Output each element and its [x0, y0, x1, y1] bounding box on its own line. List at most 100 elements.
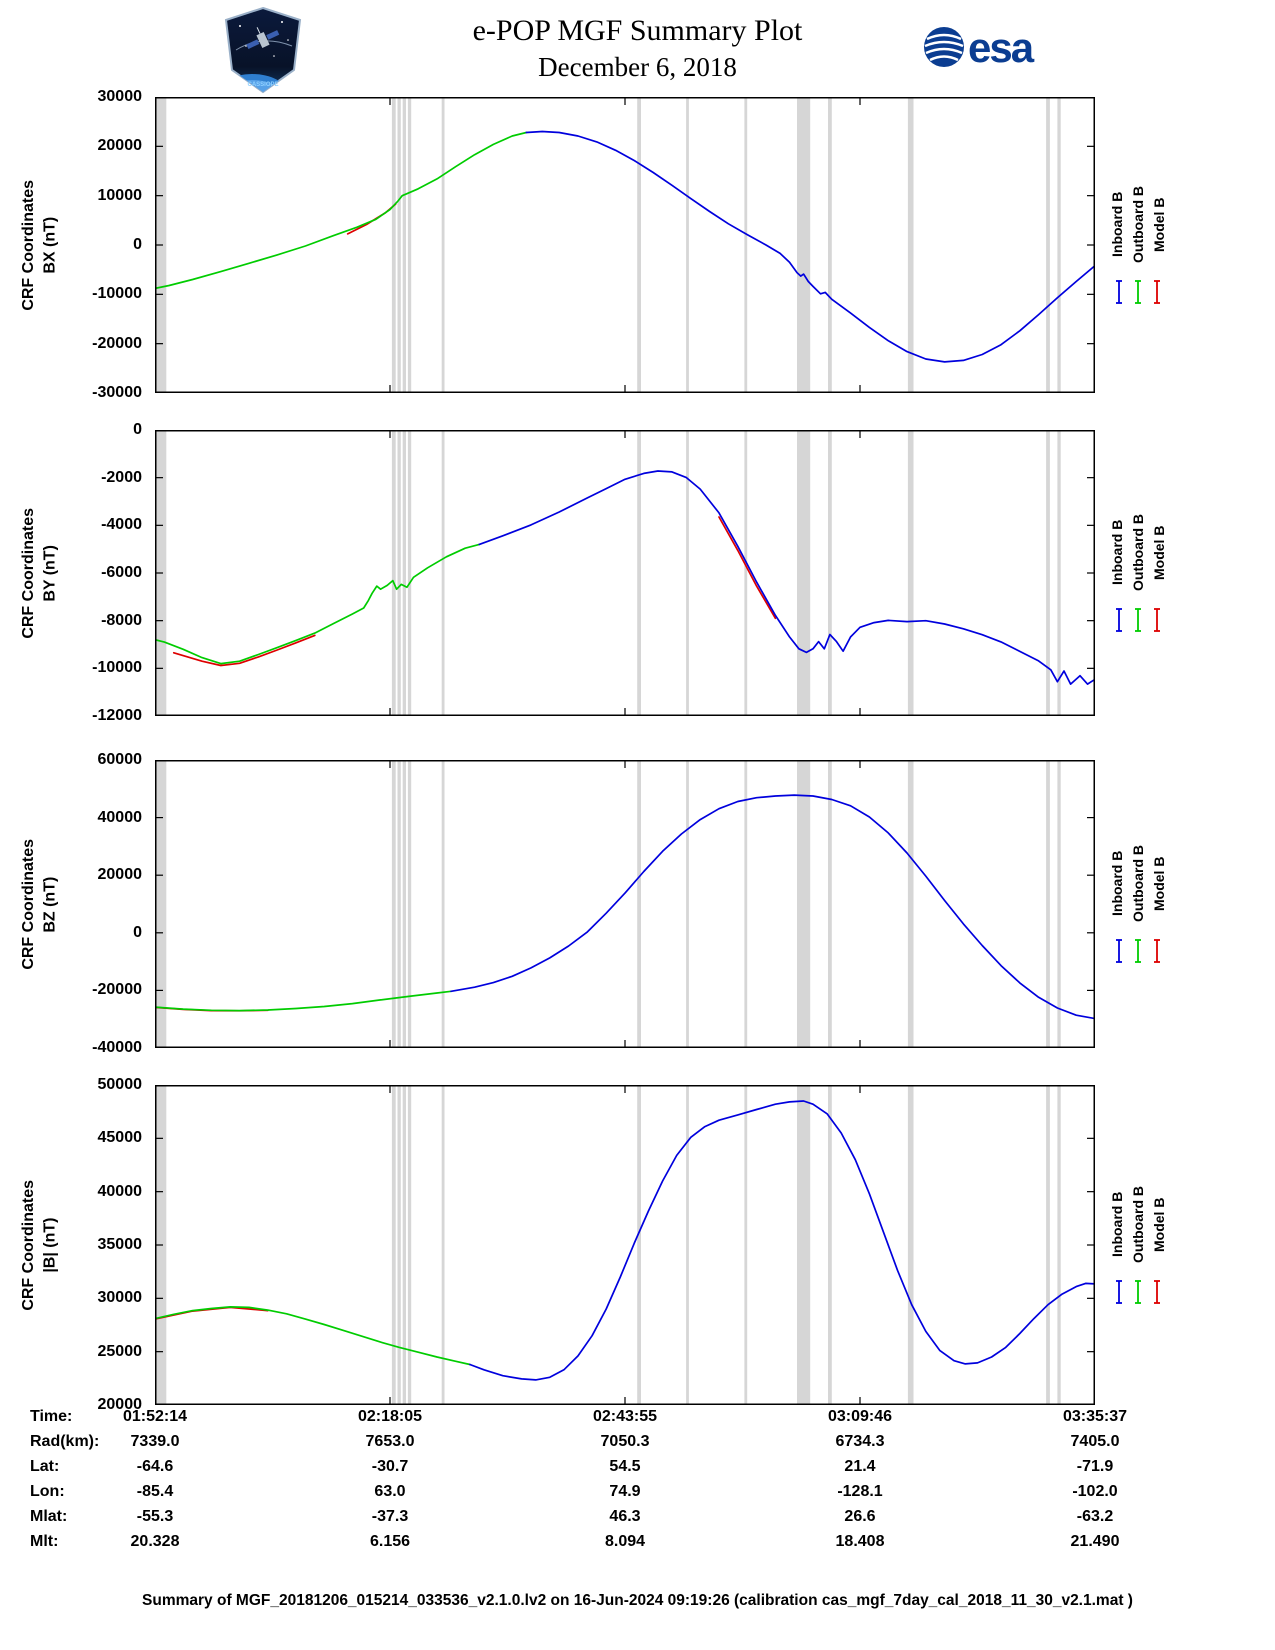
series-model-b	[172, 634, 316, 667]
data-gap-band	[397, 430, 401, 716]
data-gap-band	[402, 97, 406, 393]
data-gap-band	[797, 430, 811, 716]
y-axis-label-text: CRF Coordinates BX (nT)	[18, 180, 61, 311]
y-tick-label: -30000	[92, 384, 142, 401]
legend-markers	[1113, 607, 1163, 633]
xaxis-value: 46.3	[609, 1508, 641, 1525]
legend-labels: Inboard B Outboard B Model B	[1107, 186, 1170, 263]
data-gap-band	[907, 760, 914, 1048]
legend-bmag: Inboard B Outboard B Model B	[1102, 1085, 1174, 1405]
xaxis-row-label: Lat:	[30, 1458, 60, 1475]
data-gap-band	[155, 760, 167, 1048]
xaxis-value: -37.3	[371, 1508, 409, 1525]
data-gap-band	[907, 430, 914, 716]
series-outboard-b	[155, 1306, 471, 1366]
y-axis-label-bmag: CRF Coordinates |B| (nT)	[18, 1085, 61, 1405]
xaxis-value: 01:52:14	[122, 1408, 188, 1425]
plot-wrap-by	[155, 430, 1095, 716]
xaxis-value: 74.9	[609, 1483, 641, 1500]
xaxis-value: 7405.0	[1070, 1433, 1120, 1450]
plot-area-bmag	[155, 1085, 1095, 1405]
y-tick-label: -10000	[92, 285, 142, 303]
legend-marker-outboard-b	[1135, 607, 1141, 632]
xaxis-row-lon: Lon: -85.4 63.0 74.9 -128.1 -102.0	[0, 1483, 1275, 1508]
data-gap-band	[1057, 1085, 1061, 1405]
data-gap-band	[744, 1085, 748, 1405]
legend-marker-outboard-b	[1135, 1279, 1141, 1304]
legend-markers	[1113, 279, 1163, 305]
data-gap-band	[1057, 760, 1061, 1048]
legend-marker-inboard-b	[1116, 279, 1122, 304]
xaxis-value: -64.6	[136, 1458, 174, 1475]
data-gap-band	[441, 1085, 445, 1405]
y-tick-label: 20000	[97, 866, 143, 884]
plot-wrap-bmag	[155, 1085, 1095, 1405]
data-gap-band	[828, 760, 832, 1048]
data-gap-band	[744, 430, 748, 716]
series-outboard-b	[155, 131, 528, 290]
data-gap-band	[391, 760, 396, 1048]
y-axis-label-text: CRF Coordinates BZ (nT)	[18, 839, 61, 970]
data-gap-band	[391, 1085, 396, 1405]
panel-bx: CRF Coordinates BX (nT) 30000 20000 10000 0 -1…	[0, 88, 1275, 401]
xaxis-row-label: Rad(km):	[30, 1433, 100, 1450]
legend-label-model-b: Model B	[1150, 196, 1167, 252]
data-gap-band	[1046, 430, 1050, 716]
y-tick-label: 25000	[97, 1342, 143, 1360]
xaxis-value: -102.0	[1072, 1483, 1118, 1500]
xaxis-value: -55.3	[136, 1508, 174, 1525]
xaxis-value: 7050.3	[600, 1433, 650, 1450]
footer-text: Summary of MGF_20181206_015214_033536_v2…	[142, 1592, 1133, 1609]
y-tick-label: 40000	[97, 808, 143, 826]
legend-marker-outboard-b	[1135, 938, 1141, 963]
data-gap-band	[397, 1085, 401, 1405]
data-gap-band	[1046, 1085, 1050, 1405]
xaxis-value: 02:43:55	[592, 1408, 658, 1425]
y-tick-label: -40000	[92, 1039, 142, 1056]
data-gap-band	[907, 97, 914, 393]
page-date: December 6, 2018	[538, 52, 737, 82]
data-gap-band	[797, 1085, 811, 1405]
series-inboard-b	[478, 470, 1095, 685]
series-outboard-b	[155, 990, 452, 1012]
data-gap-band	[397, 760, 401, 1048]
data-gap-band	[407, 1085, 412, 1405]
axes-border	[155, 97, 1095, 393]
xaxis-value: 7653.0	[365, 1433, 415, 1450]
y-tick-label: -6000	[101, 564, 142, 581]
y-tick-label: 20000	[97, 137, 143, 155]
xaxis-value: 21.490	[1070, 1533, 1120, 1550]
data-gap-band	[828, 97, 832, 393]
y-tick-label: -2000	[101, 468, 142, 486]
legend-markers	[1113, 1279, 1163, 1305]
ylabel-line1: CRF Coordinates	[20, 1179, 37, 1311]
legend-label-outboard-b: Outboard B	[1129, 844, 1146, 922]
data-gap-band	[1057, 430, 1061, 716]
axes-border	[155, 1085, 1095, 1405]
xaxis-value: 20.328	[130, 1533, 180, 1550]
data-gap-band	[441, 430, 445, 716]
data-gap-band	[391, 430, 396, 716]
data-gap-band	[637, 1085, 641, 1405]
xaxis-value: 6734.3	[835, 1433, 885, 1450]
xaxis-value: 54.5	[609, 1458, 641, 1475]
esa-logo: esa	[924, 24, 1037, 71]
xaxis-table: Time: 01:52:14 02:18:05 02:43:55 03:09:46 03:…	[0, 1408, 1275, 1560]
y-tick-labels-bx: 30000 20000 10000 0 -10000 -20000 -30000	[58, 88, 148, 401]
y-axis-label-by: CRF Coordinates BY (nT)	[18, 430, 61, 716]
y-tick-labels-by: 0 -2000 -4000 -6000 -8000 -10000 -12000	[58, 421, 148, 724]
data-gap-band	[744, 760, 748, 1048]
esa-wordmark: esa	[968, 24, 1035, 71]
xaxis-value: -85.4	[136, 1483, 174, 1500]
tick-marks	[155, 430, 1095, 716]
data-gap-band	[686, 760, 689, 1048]
series-inboard-b	[450, 794, 1095, 1020]
y-tick-label: 40000	[97, 1182, 143, 1200]
cassiope-mission-patch-logo: CASSIOPE	[224, 6, 302, 94]
esa-globe-stripes	[924, 33, 964, 62]
series-outboard-b	[155, 543, 481, 665]
xaxis-value: 03:09:46	[827, 1408, 893, 1425]
y-axis-label-bx: CRF Coordinates BX (nT)	[18, 97, 61, 393]
legend-marker-inboard-b	[1116, 1279, 1122, 1304]
y-tick-label: 50000	[97, 1076, 143, 1093]
